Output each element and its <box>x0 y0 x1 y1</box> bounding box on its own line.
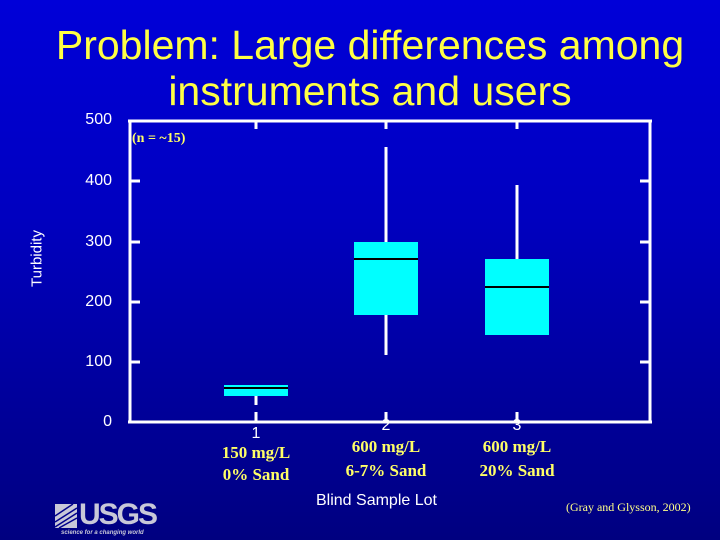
usgs-logo: USGS science for a changing world <box>55 498 165 540</box>
x-category-2: 2 600 mg/L 6-7% Sand <box>311 418 461 482</box>
x-category-1: 1 150 mg/L 0% Sand <box>181 426 331 486</box>
slide-title: Problem: Large differences among instrum… <box>40 22 700 114</box>
x-category-1-concentration: 150 mg/L <box>221 443 291 462</box>
y-ticks <box>130 179 650 364</box>
plot-frame <box>128 119 652 424</box>
box-lot-2 <box>354 147 418 355</box>
usgs-wordmark: USGS <box>79 498 158 531</box>
x-ticks <box>254 121 519 422</box>
ytick-300: 300 <box>85 233 112 250</box>
citation: (Gray and Glysson, 2002) <box>566 500 691 514</box>
ytick-400: 400 <box>85 172 112 189</box>
x-category-3-sand: 20% Sand <box>479 461 555 480</box>
ytick-0: 0 <box>103 413 112 430</box>
ytick-100: 100 <box>85 353 112 370</box>
x-category-3-number: 3 <box>512 417 522 434</box>
x-category-2-number: 2 <box>381 417 391 434</box>
usgs-tagline: science for a changing world <box>61 530 144 536</box>
sample-size-annotation: (n = ~15) <box>132 131 186 146</box>
title-line-1: Problem: Large differences among <box>55 22 685 68</box>
x-category-3: 3 600 mg/L 20% Sand <box>442 418 592 482</box>
box-lot-3 <box>485 185 549 335</box>
x-category-3-concentration: 600 mg/L <box>482 437 552 456</box>
ytick-500: 500 <box>85 111 112 128</box>
x-category-1-sand: 0% Sand <box>222 465 290 484</box>
usgs-wave-icon <box>55 503 78 529</box>
x-category-2-sand: 6-7% Sand <box>345 461 427 480</box>
ytick-200: 200 <box>85 293 112 310</box>
title-line-2: instruments and users <box>168 68 572 114</box>
x-category-1-number: 1 <box>251 425 261 442</box>
box-lot-1 <box>224 385 288 405</box>
x-category-2-concentration: 600 mg/L <box>351 437 421 456</box>
x-axis-label: Blind Sample Lot <box>316 492 437 509</box>
